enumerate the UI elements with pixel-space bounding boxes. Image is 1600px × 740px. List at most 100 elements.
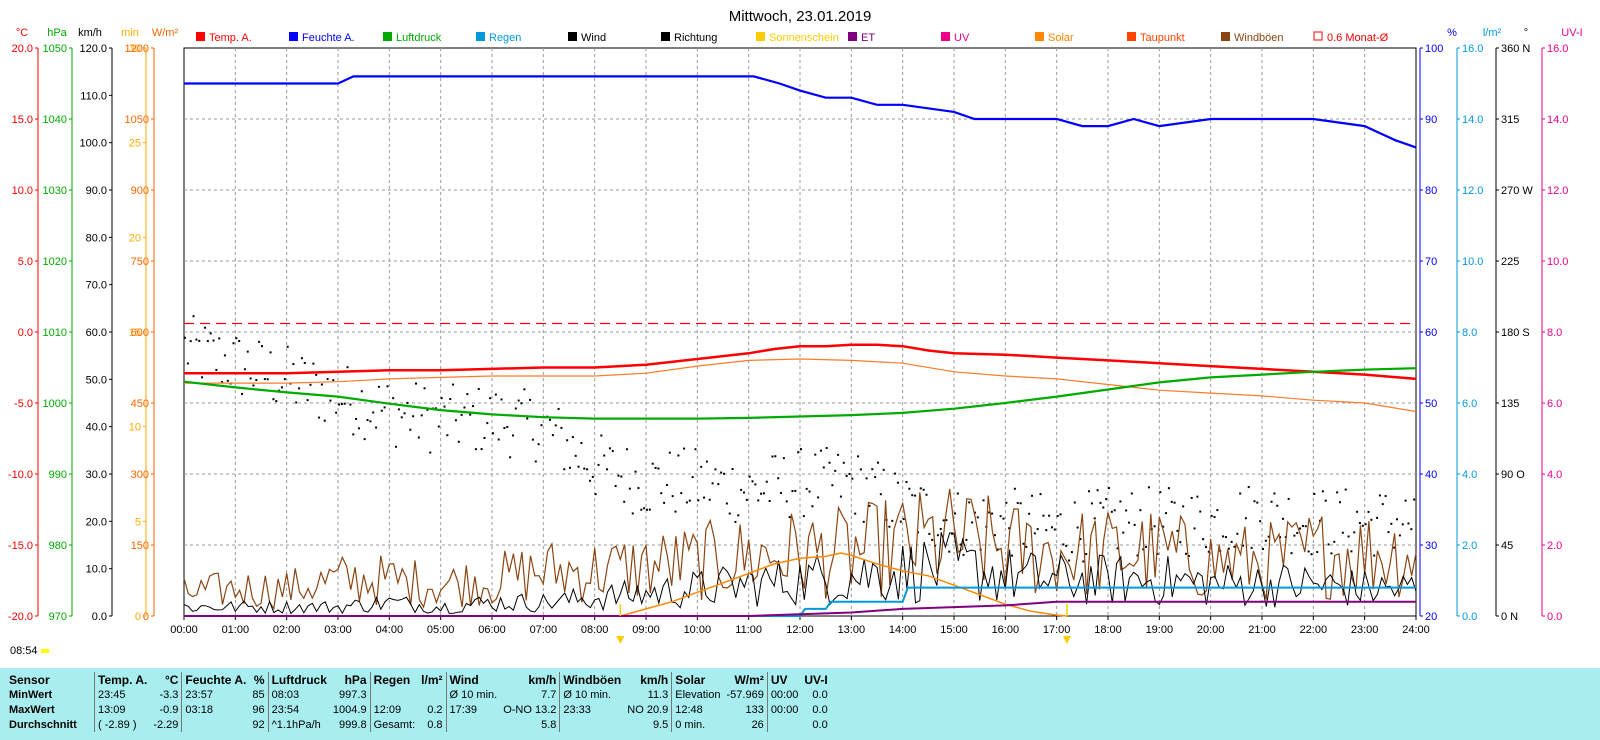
right-axes: %1009080706050403020l/m²16.014.012.010.0… (1419, 27, 1583, 623)
direction-point (1296, 532, 1299, 535)
stats-header-cell: Feuchte A. (181, 672, 250, 687)
direction-point (580, 442, 583, 445)
direction-point (737, 514, 740, 517)
direction-point (1199, 510, 1202, 513)
direction-point (597, 463, 600, 466)
direction-point (951, 532, 954, 535)
legend-label: Temp. A. (209, 32, 252, 44)
direction-point (646, 508, 648, 511)
stats-cell: 26 (751, 718, 764, 731)
stats-cell (559, 717, 625, 732)
direction-point (1042, 514, 1045, 517)
direction-point (446, 434, 449, 437)
direction-point (1239, 492, 1242, 495)
stats-cell: 23:54 (267, 702, 330, 717)
wind-tick-label: 60.0 (86, 327, 107, 339)
wind-tick-label: 80.0 (86, 232, 107, 244)
stats-cell: NO 20.9 (627, 703, 669, 716)
solar-tick-label: 0 (143, 611, 149, 623)
direction-point (266, 378, 269, 381)
direction-point (1130, 492, 1133, 495)
direction-point (1165, 512, 1168, 515)
stats-header-cell: Regen (369, 672, 419, 687)
direction-point (988, 511, 991, 514)
direction-point (1230, 540, 1233, 543)
legend-swatch (661, 32, 670, 41)
stats-panel: Sensor Temp. A. °C Feuchte A.% Luftdruck hPa R… (0, 668, 1600, 740)
direction-point (1404, 499, 1407, 502)
stats-cell: 23:57 (181, 687, 250, 702)
direction-point (919, 487, 922, 490)
direction-point (663, 501, 666, 504)
stats-row-min: MinWert 23:45 -3.3 23:57 85 08:03 997.3 Ø 10 mi… (6, 687, 831, 702)
direction-point (1299, 527, 1302, 530)
hum-tick-label: 70 (1425, 256, 1437, 268)
direction-point (1281, 517, 1284, 520)
direction-point (1202, 538, 1205, 541)
direction-point (760, 492, 763, 495)
direction-point (195, 338, 198, 341)
direction-point (329, 399, 332, 402)
direction-point (1187, 554, 1190, 557)
direction-point (1176, 529, 1179, 532)
direction-point (819, 449, 822, 452)
dir-tick-label: 0 N (1501, 611, 1518, 623)
direction-point (1356, 510, 1359, 513)
stats-cell: Ø 10 min. (445, 687, 501, 702)
wind-tick-label: 90.0 (86, 185, 107, 197)
dir-tick-label: 225 (1501, 256, 1519, 268)
direction-point (326, 378, 329, 381)
direction-point (1256, 501, 1259, 504)
solar-tick-label: 450 (131, 398, 149, 410)
uv-tick-label: 6.0 (1547, 398, 1562, 410)
direction-point (648, 508, 651, 511)
direction-point (1253, 500, 1256, 503)
stats-cell: 5.8 (541, 718, 557, 731)
direction-point (437, 425, 440, 428)
direction-point (1142, 548, 1145, 551)
direction-point (452, 383, 455, 386)
direction-point (922, 488, 925, 491)
solar-tick-label: 750 (131, 256, 149, 268)
direction-point (723, 472, 725, 475)
direction-point (634, 470, 637, 473)
direction-point (571, 436, 574, 439)
direction-point (218, 337, 221, 340)
direction-point (825, 447, 828, 450)
direction-point (959, 543, 962, 546)
direction-point (1316, 551, 1319, 554)
direction-point (626, 448, 629, 451)
x-tick-label: 24:00 (1402, 624, 1430, 636)
direction-point (520, 402, 523, 405)
direction-point (817, 496, 820, 499)
direction-point (637, 487, 640, 490)
direction-point (748, 475, 751, 478)
press-tick-label: 1040 (43, 114, 67, 126)
direction-point (954, 512, 956, 515)
legend-label: Windböen (1234, 32, 1284, 44)
press-tick-label: 990 (49, 469, 67, 481)
direction-point (1082, 560, 1085, 563)
x-tick-label: 09:00 (632, 624, 660, 636)
direction-point (1407, 522, 1410, 525)
x-tick-label: 02:00 (273, 624, 301, 636)
direction-point (1113, 509, 1116, 512)
direction-point (797, 451, 800, 454)
plot-grid (183, 47, 1417, 617)
x-tick-label: 20:00 (1197, 624, 1225, 636)
direction-point (1276, 504, 1279, 507)
stats-cell: 133 (745, 703, 764, 716)
direction-point (203, 326, 206, 329)
direction-point (839, 495, 842, 498)
direction-point (1324, 499, 1327, 502)
direction-point (1048, 514, 1051, 517)
stats-header-cell: Luftdruck (267, 672, 330, 687)
stats-header-cell: l/m² (421, 672, 443, 687)
direction-point (1090, 502, 1093, 505)
series-layer (183, 75, 1417, 644)
legend-label: Luftdruck (396, 32, 442, 44)
temp-tick-label: -20.0 (8, 611, 33, 623)
stats-row-label: MaxWert (9, 703, 55, 716)
direction-point (1011, 554, 1014, 557)
